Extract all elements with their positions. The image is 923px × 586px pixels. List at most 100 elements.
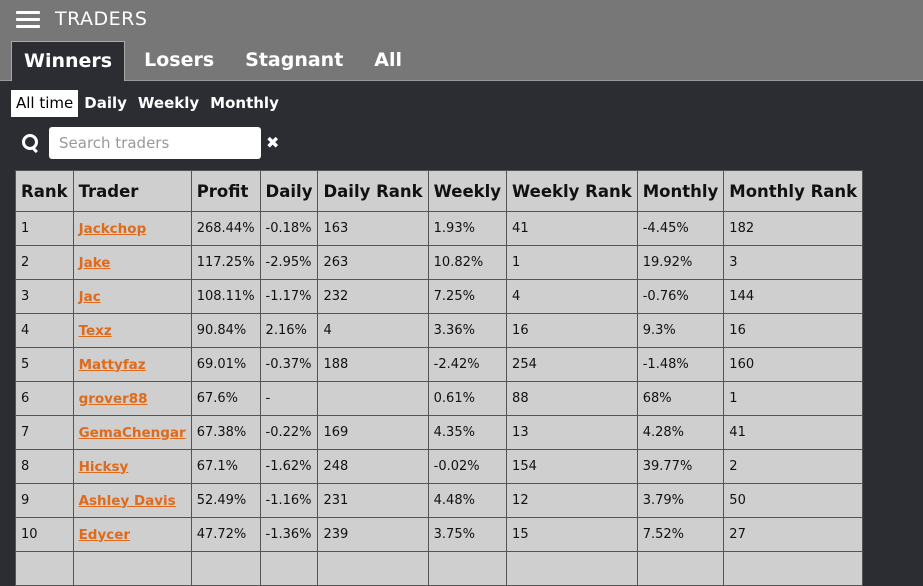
cell-weekly-rank: 154 (506, 449, 638, 484)
trader-link[interactable]: Texz (78, 322, 112, 339)
trader-cell: grover88 (72, 381, 192, 416)
cell-profit: 67.6% (190, 381, 261, 416)
tab-stagnant[interactable]: Stagnant (245, 49, 344, 71)
cell-monthly-rank: 2 (723, 449, 864, 484)
cell-monthly-rank: 160 (723, 347, 864, 382)
trader-link[interactable]: Jac (78, 288, 101, 305)
cell-weekly-rank: 1 (506, 245, 638, 280)
cell-profit: 90.84% (190, 313, 261, 348)
table-row: 10 Edycer 47.72% -1.36% 239 3.75% 15 7.52% 27 (15, 517, 864, 552)
column-header-weekly-rank[interactable]: Weekly Rank (506, 170, 638, 212)
table-row: 2 Jake 117.25% -2.95% 263 10.82% 1 19.92% 3 (15, 245, 864, 280)
cell-daily-rank: 4 (317, 313, 429, 348)
close-icon[interactable]: ✖ (266, 133, 280, 152)
column-header-trader[interactable]: Trader (72, 170, 192, 212)
period-monthly[interactable]: Monthly (210, 94, 279, 112)
cell-daily-rank (317, 551, 429, 586)
cell-monthly-rank: 144 (723, 279, 864, 314)
cell-weekly: 7.25% (427, 279, 508, 314)
cell-weekly (427, 551, 508, 586)
column-header-monthly[interactable]: Monthly (636, 170, 725, 212)
period-daily[interactable]: Daily (84, 94, 127, 112)
cell-weekly-rank: 12 (506, 483, 638, 518)
trader-link[interactable]: Edycer (78, 526, 131, 543)
cell-weekly: -0.02% (427, 449, 508, 484)
trader-cell (72, 551, 192, 586)
cell-weekly-rank: 15 (506, 517, 638, 552)
search-icon[interactable] (22, 134, 40, 154)
cell-weekly: 4.48% (427, 483, 508, 518)
table-row: 3 Jac 108.11% -1.17% 232 7.25% 4 -0.76% 144 (15, 279, 864, 314)
tab-winners[interactable]: Winners (11, 41, 126, 81)
cell-profit: 108.11% (190, 279, 261, 314)
cell-monthly: 4.28% (636, 415, 725, 450)
cell-daily: -1.36% (259, 517, 319, 552)
cell-monthly-rank: 16 (723, 313, 864, 348)
cell-daily-rank: 231 (317, 483, 429, 518)
cell-weekly-rank: 16 (506, 313, 638, 348)
tab-losers[interactable]: Losers (144, 49, 215, 71)
table-row: 6 grover88 67.6% - 0.61% 88 68% 1 (15, 381, 864, 416)
trader-link[interactable]: Jackchop (78, 220, 147, 237)
table-row (15, 551, 864, 586)
cell-profit: 52.49% (190, 483, 261, 518)
cell-weekly: 3.36% (427, 313, 508, 348)
cell-daily: -1.16% (259, 483, 319, 518)
cell-daily-rank: 239 (317, 517, 429, 552)
cell-daily (259, 551, 319, 586)
trader-link[interactable]: Ashley Davis (78, 492, 176, 509)
hamburger-icon[interactable] (16, 10, 40, 28)
trader-cell: Jac (72, 279, 192, 314)
cell-daily-rank: 232 (317, 279, 429, 314)
cell-daily-rank: 188 (317, 347, 429, 382)
cell-monthly: -1.48% (636, 347, 725, 382)
trader-link[interactable]: GemaChengar (78, 424, 186, 441)
cell-daily: - (259, 381, 319, 416)
column-header-daily-rank[interactable]: Daily Rank (317, 170, 429, 212)
search-bar: ✖ (22, 127, 279, 159)
cell-monthly: 9.3% (636, 313, 725, 348)
cell-rank (15, 551, 74, 586)
cell-monthly: 3.79% (636, 483, 725, 518)
cell-weekly: 10.82% (427, 245, 508, 280)
table-header-row: Rank Trader Profit Daily Daily Rank Weekly Wee… (15, 170, 864, 212)
tab-all[interactable]: All (374, 49, 403, 71)
cell-monthly-rank: 41 (723, 415, 864, 450)
column-header-monthly-rank[interactable]: Monthly Rank (723, 170, 864, 212)
column-header-daily[interactable]: Daily (259, 170, 319, 212)
trader-link[interactable]: Hicksy (78, 458, 129, 475)
cell-rank: 9 (15, 483, 74, 518)
title-row: TRADERS (16, 6, 147, 32)
cell-daily: -0.22% (259, 415, 319, 450)
traders-table: Rank Trader Profit Daily Daily Rank Weekly Wee… (15, 170, 864, 586)
trader-link[interactable]: grover88 (78, 390, 148, 407)
cell-weekly-rank: 13 (506, 415, 638, 450)
table-row: 9 Ashley Davis 52.49% -1.16% 231 4.48% 12 3.79%… (15, 483, 864, 518)
trader-cell: Jake (72, 245, 192, 280)
cell-rank: 1 (15, 211, 74, 246)
cell-daily: -0.18% (259, 211, 319, 246)
search-input[interactable] (49, 127, 261, 159)
column-header-rank[interactable]: Rank (15, 170, 74, 212)
tab-bar: Winners Losers Stagnant All (11, 41, 421, 81)
column-header-weekly[interactable]: Weekly (427, 170, 508, 212)
cell-daily: -1.17% (259, 279, 319, 314)
period-filter: All time Daily Weekly Monthly (11, 90, 285, 117)
period-weekly[interactable]: Weekly (137, 94, 200, 112)
trader-link[interactable]: Mattyfaz (78, 356, 146, 373)
cell-weekly: 4.35% (427, 415, 508, 450)
cell-profit: 67.38% (190, 415, 261, 450)
period-all-time[interactable]: All time (11, 90, 79, 117)
cell-weekly-rank: 4 (506, 279, 638, 314)
cell-rank: 10 (15, 517, 74, 552)
table-row: 4 Texz 90.84% 2.16% 4 3.36% 16 9.3% 16 (15, 313, 864, 348)
table-row: 8 Hicksy 67.1% -1.62% 248 -0.02% 154 39.77% 2 (15, 449, 864, 484)
column-header-profit[interactable]: Profit (190, 170, 261, 212)
cell-rank: 6 (15, 381, 74, 416)
trader-link[interactable]: Jake (78, 254, 111, 271)
cell-profit: 67.1% (190, 449, 261, 484)
trader-cell: Texz (72, 313, 192, 348)
cell-daily-rank: 263 (317, 245, 429, 280)
cell-profit: 117.25% (190, 245, 261, 280)
cell-profit: 268.44% (190, 211, 261, 246)
